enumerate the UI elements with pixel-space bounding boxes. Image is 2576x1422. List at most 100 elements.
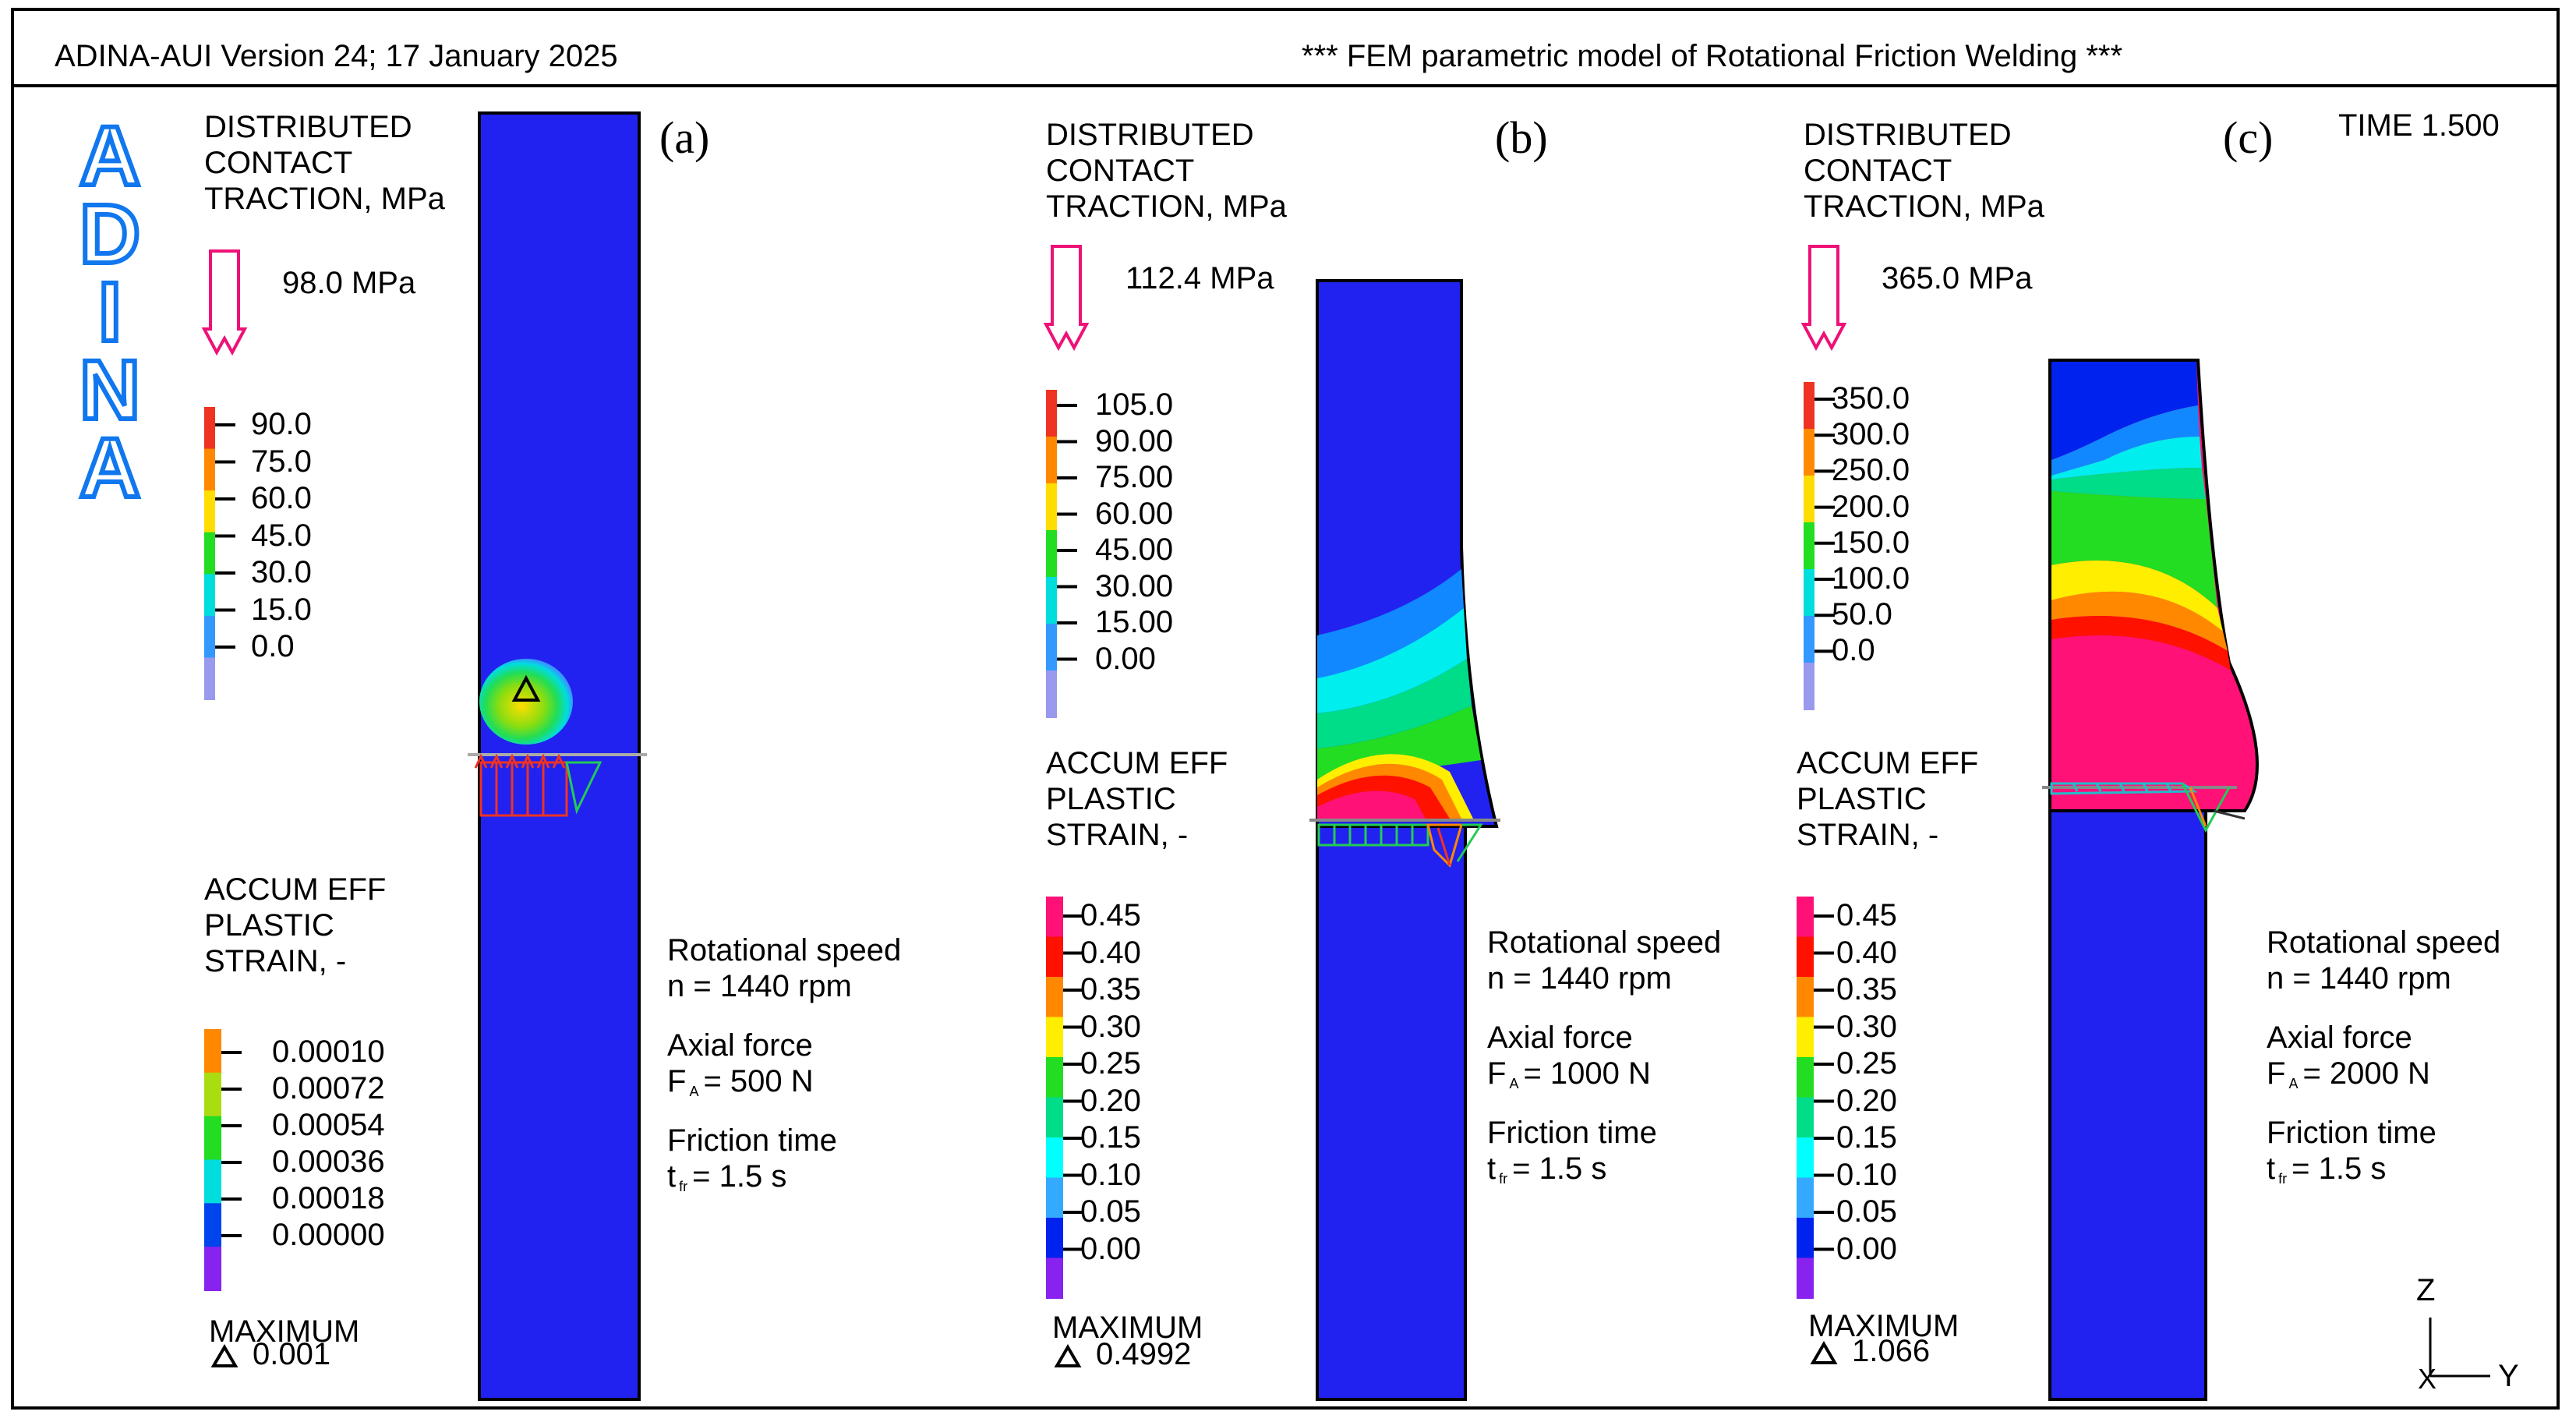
logo-letter: A xyxy=(77,420,143,515)
time-symbol: t xyxy=(667,1159,677,1194)
traction-scale-label: 45.0 xyxy=(251,518,312,553)
maximum-value: 1.066 xyxy=(1852,1334,1931,1368)
maximum-marker-icon xyxy=(1054,1344,1082,1367)
maximum-label: MAXIMUM xyxy=(1052,1311,1203,1345)
strain-scale-segment xyxy=(1046,977,1063,1018)
traction-title-line: DISTRIBUTED xyxy=(1046,118,1254,152)
strain-scale-label: 0.25 xyxy=(1080,1046,1141,1081)
specimen-b xyxy=(1309,279,1500,1401)
force-title: Axial force xyxy=(1487,1021,1633,1055)
traction-scale-label: 60.0 xyxy=(251,481,312,515)
time-amount: = 1.5 s xyxy=(2292,1151,2387,1186)
axis-y-label: Y xyxy=(2498,1359,2519,1393)
strain-scale-label: 0.20 xyxy=(1836,1083,1897,1118)
traction-scale-segment xyxy=(1804,382,1815,430)
traction-scale-segment xyxy=(1804,429,1815,476)
time-value: t fr = 1.5 s xyxy=(1487,1151,1606,1197)
traction-scale-label: 15.0 xyxy=(251,592,312,627)
strain-title-line: PLASTIC xyxy=(1046,782,1176,816)
strain-scale-label: 0.40 xyxy=(1836,935,1897,970)
strain-scale-segment xyxy=(204,1029,221,1074)
force-subscript: A xyxy=(689,1084,699,1099)
header-left: ADINA-AUI Version 24; 17 January 2025 xyxy=(55,39,618,73)
speed-title: Rotational speed xyxy=(667,933,902,967)
logo-letter: I xyxy=(96,264,124,359)
traction-scale-segment xyxy=(1046,483,1057,531)
time-subscript: fr xyxy=(2278,1171,2288,1187)
maximum-marker-icon xyxy=(210,1344,239,1367)
specimen-a xyxy=(468,111,647,1401)
strain-scale-label: 0.15 xyxy=(1836,1120,1897,1155)
strain-scale-segment xyxy=(1797,1137,1814,1179)
traction-scale-segment xyxy=(1046,437,1057,484)
strain-scale-segment xyxy=(1046,897,1063,938)
traction-scale-segment xyxy=(1804,476,1815,523)
force-amount: = 500 N xyxy=(703,1064,814,1098)
speed-value: n = 1440 rpm xyxy=(2267,961,2451,996)
force-subscript: A xyxy=(2288,1076,2299,1091)
traction-title-line: TRACTION, MPa xyxy=(1046,189,1287,224)
strain-scale-label: 0.25 xyxy=(1836,1046,1897,1081)
traction-scale-segment xyxy=(1804,663,1815,710)
traction-scale-label: 30.0 xyxy=(251,555,312,589)
strain-scale-segment xyxy=(1797,1177,1814,1219)
traction-scale-label: 60.00 xyxy=(1095,496,1174,531)
strain-scale-label: 0.00 xyxy=(1836,1231,1897,1266)
strain-title-line: ACCUM EFF xyxy=(1046,746,1228,780)
traction-scale-segment xyxy=(1046,530,1057,578)
strain-scale-label: 0.00018 xyxy=(272,1181,385,1215)
strain-scale-label: 0.00072 xyxy=(272,1071,385,1105)
strain-scale-label: 0.05 xyxy=(1836,1194,1897,1229)
traction-scale-segment xyxy=(1046,390,1057,437)
traction-arrow-icon xyxy=(201,249,248,356)
force-symbol: F xyxy=(1487,1056,1507,1091)
strain-scale-label: 0.00010 xyxy=(272,1035,385,1069)
traction-scale-segment xyxy=(1046,670,1057,718)
traction-scale-label: 90.0 xyxy=(251,407,312,441)
strain-scale-label: 0.35 xyxy=(1080,972,1141,1006)
strain-scale-label: 0.10 xyxy=(1836,1157,1897,1192)
maximum-label: MAXIMUM xyxy=(209,1314,360,1349)
strain-scale-label: 0.15 xyxy=(1080,1120,1141,1155)
strain-scale-segment xyxy=(1797,1057,1814,1098)
force-symbol: F xyxy=(2267,1056,2286,1091)
specimen-c xyxy=(2042,359,2259,1401)
strain-title-line: STRAIN, - xyxy=(1046,818,1189,852)
strain-scale-segment xyxy=(1046,1258,1063,1299)
force-title: Axial force xyxy=(667,1028,813,1063)
strain-scale-segment xyxy=(1046,1177,1063,1219)
strain-scale-label: 0.35 xyxy=(1836,972,1897,1006)
axis-x-label: X xyxy=(2418,1363,2437,1395)
traction-arrows-a xyxy=(474,753,602,817)
axis-z-label: Z xyxy=(2416,1273,2436,1307)
traction-scale-label: 75.00 xyxy=(1095,460,1174,494)
traction-arrows-b xyxy=(1317,823,1483,868)
axis-triad xyxy=(2429,1318,2490,1378)
strain-scale-label: 0.00054 xyxy=(272,1108,385,1142)
traction-scale-segment xyxy=(1046,577,1057,624)
strain-scale-label: 0.10 xyxy=(1080,1157,1141,1192)
strain-scale-label: 0.20 xyxy=(1080,1083,1141,1118)
time-title: Friction time xyxy=(667,1123,837,1158)
strain-scale-label: 0.45 xyxy=(1836,898,1897,932)
time-amount: = 1.5 s xyxy=(692,1159,787,1194)
traction-scale-segment xyxy=(204,615,215,659)
speed-title: Rotational speed xyxy=(1487,925,1722,960)
strain-scale-segment xyxy=(1046,1137,1063,1179)
traction-arrows-c xyxy=(2050,782,2246,833)
header-divider xyxy=(11,84,2560,87)
time-subscript: fr xyxy=(679,1179,688,1194)
traction-scale-label: 250.0 xyxy=(1832,453,1910,488)
strain-scale-segment xyxy=(1797,1097,1814,1138)
strain-scale-segment xyxy=(1797,1218,1814,1259)
traction-scale-segment xyxy=(1804,569,1815,617)
time-subscript: fr xyxy=(1499,1171,1508,1187)
logo-letter: D xyxy=(77,186,143,281)
force-amount: = 1000 N xyxy=(1523,1056,1651,1091)
strain-title-line: ACCUM EFF xyxy=(1797,746,1979,780)
traction-arrow-icon xyxy=(1800,245,1847,352)
force-title: Axial force xyxy=(2267,1021,2412,1055)
traction-arrow-value: 98.0 MPa xyxy=(282,266,416,300)
